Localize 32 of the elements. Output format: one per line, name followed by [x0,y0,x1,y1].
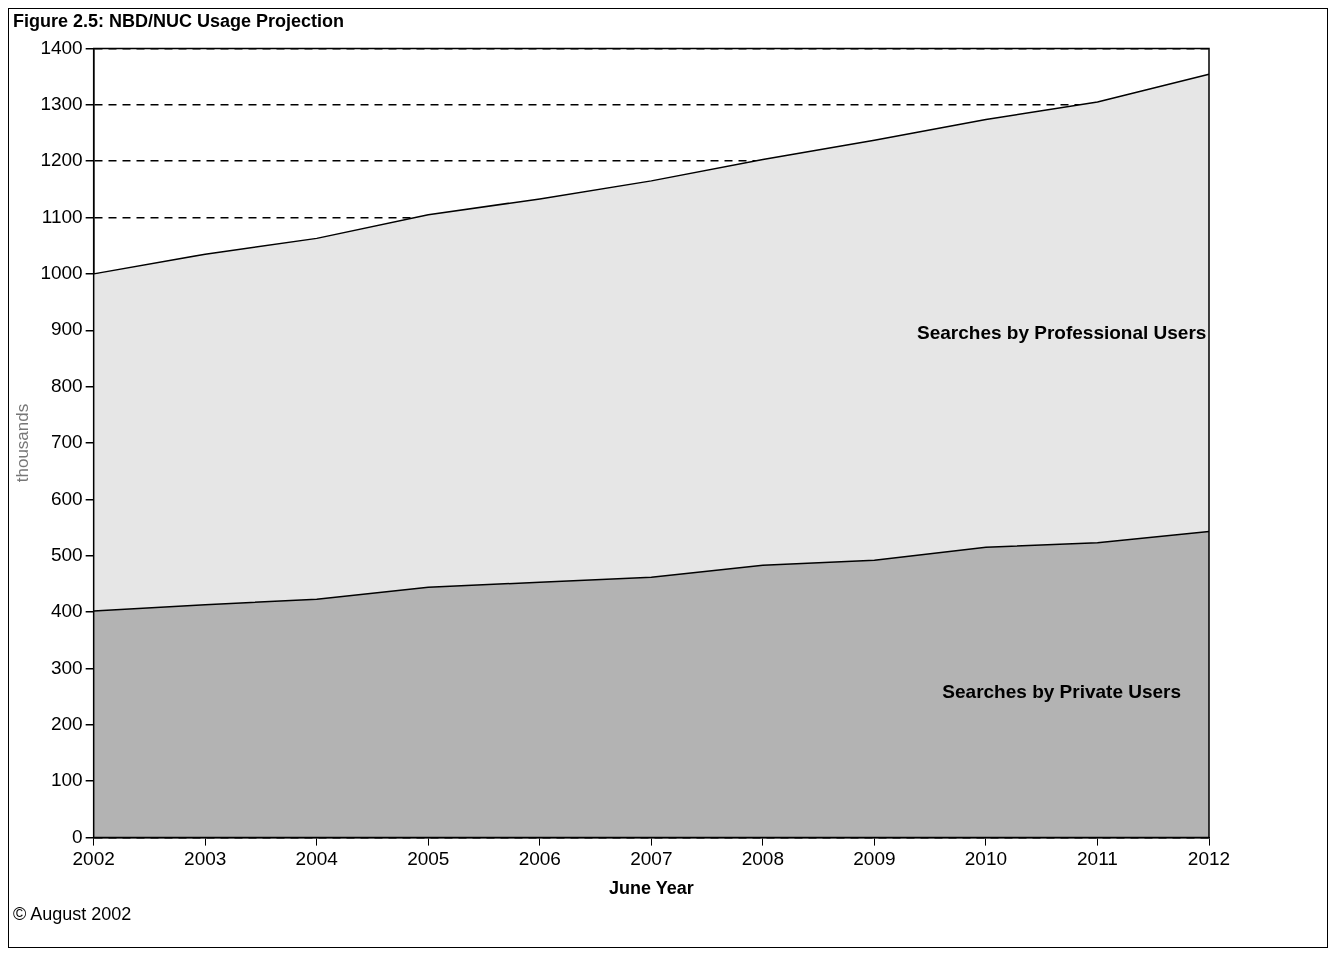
y-tick-label: 0 [72,825,83,847]
y-tick-label: 1100 [41,205,83,227]
y-tick-label: 900 [50,318,83,340]
y-tick-label: 100 [50,769,83,791]
text: © August 2002 [12,904,133,925]
x-tick-label: 2010 [964,848,1008,870]
chart-title: Figure 2.5: NBD/NUC Usage Projection [12,10,346,33]
y-tick-label: 1300 [40,93,83,115]
x-tick-label: 2008 [741,848,785,870]
series-label: Searches by Professional Users [917,321,1207,343]
y-tick-label: 400 [50,600,83,622]
y-tick-label: 1400 [40,36,83,58]
y-tick-label: 700 [50,431,83,453]
x-tick-label: 2011 [1077,848,1118,870]
x-tick-label: 2009 [853,848,896,870]
x-tick-label: 2007 [630,848,673,870]
y-tick-label: 500 [50,543,83,565]
y-axis-title: thousands [12,403,32,483]
y-tick-label: 1000 [40,262,83,284]
y-tick-label: 300 [50,656,83,678]
x-tick-label: 2006 [518,848,561,870]
y-tick-label: 1200 [40,149,83,171]
x-tick-label: 2012 [1187,848,1231,870]
series-label: Searches by Private Users [942,680,1182,702]
y-tick-label: 200 [50,713,83,735]
x-tick-label: 2003 [184,848,227,870]
x-tick-label: 2002 [72,848,115,870]
y-tick-label: 600 [50,487,83,509]
x-axis-title: June Year [608,878,694,899]
x-tick-label: 2005 [407,848,450,870]
y-tick-label: 800 [50,374,83,396]
x-tick-label: 2004 [295,848,339,870]
